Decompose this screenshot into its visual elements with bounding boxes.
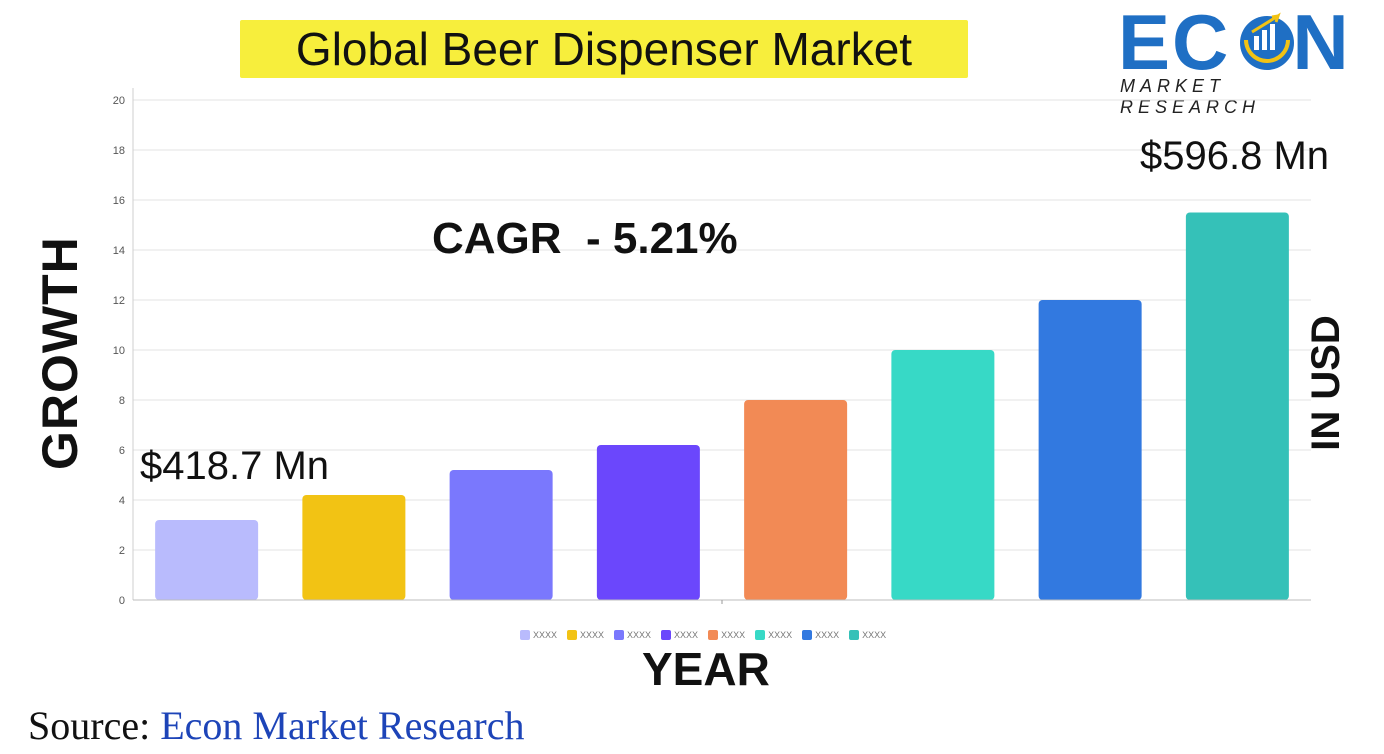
y-tick-label: 6 (119, 445, 125, 457)
legend-label: XXXX (533, 630, 558, 640)
logo-brand: EC N (1118, 0, 1351, 84)
bar (449, 470, 553, 600)
legend-label: XXXX (768, 630, 793, 640)
bar (744, 400, 848, 600)
y-tick-label: 12 (113, 295, 125, 307)
legend-label: XXXX (580, 630, 605, 640)
legend-item: XXXX (567, 630, 604, 640)
source-name: Econ Market Research (160, 703, 525, 748)
legend-item: XXXX (614, 630, 651, 640)
chart-title: Global Beer Dispenser Market (295, 23, 913, 75)
x-axis-title: YEAR (642, 643, 770, 695)
y-axis-title: GROWTH (32, 236, 88, 470)
end-value-label: $596.8 Mn (1140, 134, 1330, 178)
econ-logo: EC N MARKET RESEARCH (1118, 0, 1374, 117)
bar (1185, 212, 1289, 600)
legend-item: XXXX (802, 630, 839, 640)
y-tick-labels: 0 2 4 6 8 10 12 14 16 18 20 (113, 95, 125, 607)
source-prefix: Source: (28, 703, 161, 748)
legend-label: XXXX (627, 630, 652, 640)
logo-brand-right: N (1292, 0, 1351, 86)
y-tick-label: 8 (119, 395, 125, 407)
y-tick-label: 0 (119, 595, 125, 607)
legend-label: XXXX (721, 630, 746, 640)
legend-swatch (567, 630, 578, 640)
y-tick-label: 16 (113, 195, 125, 207)
y-tick-label: 10 (113, 345, 125, 357)
legend-item: XXXX (849, 630, 886, 640)
legend-item: XXXX (708, 630, 745, 640)
y-tick-label: 18 (113, 145, 125, 157)
legend-item: XXXX (661, 630, 698, 640)
bar (891, 350, 995, 600)
y-axis-right-title: IN USD (1304, 315, 1348, 451)
legend-item: XXXX (755, 630, 792, 640)
legend-swatch (661, 630, 672, 640)
legend-label: XXXX (862, 630, 887, 640)
bar (596, 445, 700, 600)
bar (155, 520, 259, 600)
y-tick-label: 2 (119, 545, 125, 557)
title-highlight: Global Beer Dispenser Market (240, 20, 968, 78)
legend-swatch (849, 630, 860, 640)
cagr-annotation: CAGR - 5.21% (432, 214, 738, 263)
y-tick-label: 14 (113, 245, 125, 257)
logo-brand-left: EC (1118, 0, 1231, 86)
bars (155, 212, 1289, 600)
legend-swatch (520, 630, 530, 640)
legend: XXXX XXXX XXXX XXXX XXXX XXXX XXXX XXXX (520, 627, 886, 643)
legend-label: XXXX (674, 630, 699, 640)
y-tick-label: 4 (119, 495, 125, 507)
bar (302, 495, 406, 600)
legend-item: XXXX (520, 630, 557, 640)
legend-swatch (802, 630, 813, 640)
logo-subtitle: MARKET RESEARCH (1120, 76, 1261, 117)
source-line: Source: Econ Market Research (28, 702, 524, 749)
legend-swatch (708, 630, 719, 640)
legend-swatch (614, 630, 625, 640)
legend-label: XXXX (815, 630, 840, 640)
start-value-label: $418.7 Mn (140, 444, 330, 488)
legend-swatch (755, 630, 766, 640)
logo-growth-icon (1240, 12, 1294, 70)
y-tick-label: 20 (113, 95, 125, 107)
bar (1038, 300, 1142, 600)
